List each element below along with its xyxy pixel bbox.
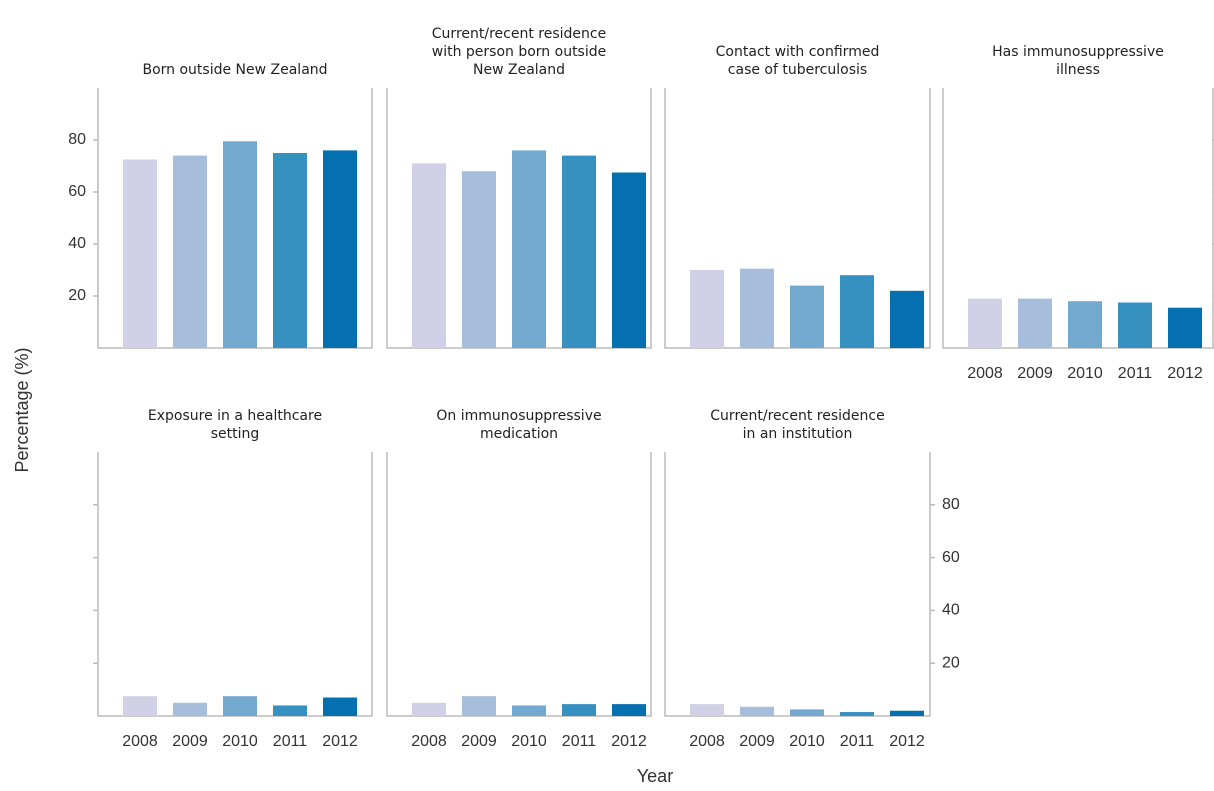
x-tick-label: 2010 xyxy=(1067,365,1103,382)
bar xyxy=(123,159,157,348)
bar xyxy=(968,298,1002,348)
x-tick-label: 2011 xyxy=(273,733,308,750)
x-tick-label: 2012 xyxy=(889,733,925,750)
bar xyxy=(462,171,496,348)
panel-title: Exposure in a healthcare xyxy=(148,408,322,424)
panel-title: New Zealand xyxy=(473,62,565,78)
bar xyxy=(462,696,496,716)
panel-title: Current/recent residence xyxy=(432,26,606,42)
bar xyxy=(890,290,924,348)
y-tick-label: 40 xyxy=(942,602,960,619)
panel-title: Has immunosuppressive xyxy=(992,44,1164,60)
x-axis-title: Year xyxy=(637,766,673,786)
x-tick-label: 2008 xyxy=(689,733,725,750)
bar xyxy=(740,706,774,716)
bar xyxy=(1018,298,1052,348)
x-tick-label: 2011 xyxy=(562,733,597,750)
bar xyxy=(1118,302,1152,348)
panel-frame xyxy=(386,452,652,717)
bar xyxy=(323,150,357,348)
bar xyxy=(173,155,207,348)
bar xyxy=(223,141,257,348)
bar xyxy=(512,150,546,348)
panel-title: illness xyxy=(1056,62,1100,78)
bar xyxy=(562,155,596,348)
bar xyxy=(562,704,596,716)
bar xyxy=(690,270,724,348)
bar xyxy=(790,709,824,716)
panel-title: Contact with confirmed xyxy=(716,44,880,60)
panel-title: medication xyxy=(480,426,558,442)
bar xyxy=(512,705,546,716)
y-tick-label: 80 xyxy=(68,131,86,148)
panel-title: with person born outside xyxy=(432,44,607,60)
x-tick-label: 2012 xyxy=(611,733,647,750)
y-tick-label: 40 xyxy=(68,235,86,252)
bar xyxy=(840,275,874,348)
x-tick-label: 2010 xyxy=(511,733,547,750)
x-tick-label: 2010 xyxy=(222,733,258,750)
bar xyxy=(612,704,646,716)
y-axis-title: Percentage (%) xyxy=(12,347,32,472)
bar xyxy=(323,697,357,716)
x-tick-label: 2008 xyxy=(122,733,158,750)
y-tick-label: 20 xyxy=(942,654,960,671)
bar xyxy=(173,702,207,716)
x-tick-label: 2010 xyxy=(789,733,825,750)
x-tick-label: 2008 xyxy=(967,365,1003,382)
panel-frame xyxy=(97,452,373,717)
bar xyxy=(1068,301,1102,348)
x-tick-label: 2011 xyxy=(840,733,875,750)
panel-title: Born outside New Zealand xyxy=(142,62,327,78)
bar xyxy=(223,696,257,716)
panel-title: case of tuberculosis xyxy=(728,62,867,78)
x-tick-label: 2009 xyxy=(1017,365,1053,382)
panel-frame xyxy=(664,452,931,717)
panel-title: On immunosuppressive xyxy=(436,408,601,424)
x-tick-label: 2009 xyxy=(461,733,497,750)
bar xyxy=(1168,307,1202,348)
bar xyxy=(412,702,446,716)
bar xyxy=(740,268,774,348)
x-tick-label: 2008 xyxy=(411,733,447,750)
bar xyxy=(412,163,446,348)
x-tick-label: 2012 xyxy=(1167,365,1203,382)
y-tick-label: 60 xyxy=(942,549,960,566)
panel-title: setting xyxy=(211,426,260,442)
bar xyxy=(273,705,307,716)
bar xyxy=(612,172,646,348)
y-tick-label: 80 xyxy=(942,496,960,513)
bar xyxy=(890,710,924,716)
bar xyxy=(690,704,724,716)
bar xyxy=(123,696,157,716)
panel-title: in an institution xyxy=(743,426,853,442)
y-tick-label: 60 xyxy=(68,183,86,200)
bar xyxy=(790,285,824,348)
bar xyxy=(840,712,874,716)
x-tick-label: 2009 xyxy=(172,733,208,750)
bar xyxy=(273,153,307,348)
panel-title: Current/recent residence xyxy=(710,408,884,424)
y-tick-label: 20 xyxy=(68,287,86,304)
x-tick-label: 2011 xyxy=(1118,365,1153,382)
x-tick-label: 2012 xyxy=(322,733,358,750)
x-tick-label: 2009 xyxy=(739,733,775,750)
